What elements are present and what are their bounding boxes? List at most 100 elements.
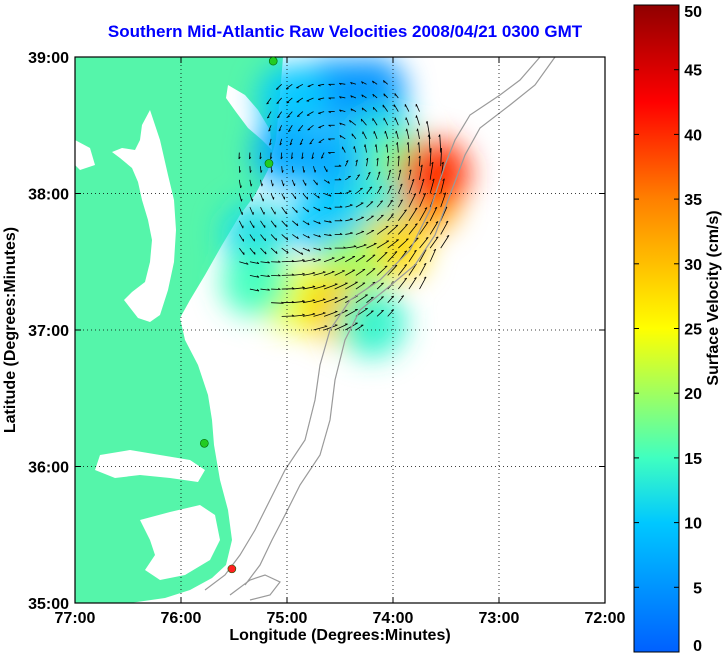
- vector-arrow: [339, 82, 346, 85]
- vector-arrow-head: [266, 102, 270, 105]
- vector-arrow: [299, 138, 304, 145]
- vector-arrow: [238, 234, 244, 242]
- vector-arrow-head: [394, 264, 398, 267]
- vector-arrow-head: [318, 248, 321, 251]
- vector-arrow: [355, 244, 367, 249]
- vector-arrow: [286, 97, 293, 104]
- vector-arrow-head: [320, 156, 324, 159]
- vector-arrow: [291, 206, 298, 214]
- vector-arrow: [429, 248, 437, 262]
- vector-arrow: [376, 200, 384, 208]
- vector-arrow: [416, 115, 420, 126]
- vector-arrow-head: [434, 206, 438, 209]
- vector-arrow-head: [302, 272, 305, 275]
- vector-arrow: [270, 220, 277, 228]
- vector-arrow-head: [277, 260, 281, 263]
- vector-arrow: [318, 97, 325, 100]
- vector-arrow-head: [357, 174, 360, 177]
- vector-arrow: [366, 230, 375, 235]
- vector-arrow: [307, 83, 314, 87]
- vector-arrow-head: [445, 220, 449, 223]
- vector-arrow: [323, 297, 338, 304]
- vector-arrow: [355, 187, 363, 194]
- vector-arrow-head: [327, 181, 330, 184]
- vector-arrow: [292, 259, 305, 263]
- vector-arrow-head: [296, 223, 299, 226]
- y-axis-label: Latitude (Degrees:Minutes): [2, 227, 19, 433]
- vector-arrow: [397, 209, 407, 222]
- vector-arrow-head: [404, 209, 407, 212]
- vector-arrow-head: [441, 161, 444, 165]
- colorbar-tick-label: 35: [684, 192, 702, 209]
- vector-arrow-head: [276, 88, 279, 90]
- vector-arrow-head: [414, 223, 418, 225]
- vector-arrow: [397, 142, 399, 153]
- vector-arrow: [260, 261, 270, 264]
- vector-arrow: [313, 325, 328, 331]
- vector-arrow: [393, 104, 399, 112]
- vector-arrow: [318, 111, 325, 114]
- vector-arrow-head: [339, 205, 343, 208]
- vector-arrow: [266, 111, 272, 119]
- vector-arrow-head: [404, 277, 407, 280]
- vector-arrow-head: [349, 119, 351, 123]
- station-marker: [227, 564, 237, 574]
- vector-arrow: [249, 275, 260, 278]
- vector-arrow: [360, 118, 367, 126]
- vector-arrow-head: [296, 236, 299, 240]
- vector-arrow-head: [383, 80, 385, 83]
- vector-arrow: [323, 271, 335, 276]
- vector-arrow: [334, 296, 348, 304]
- vector-arrow-head: [374, 144, 377, 147]
- vector-arrow-head: [339, 232, 343, 235]
- vector-arrow: [323, 324, 338, 331]
- vector-arrow-head: [404, 264, 407, 266]
- vector-arrow: [249, 220, 255, 229]
- vector-arrow: [428, 134, 431, 153]
- vector-arrow: [238, 220, 244, 229]
- colorbar: [634, 5, 679, 652]
- albemarle-sound: [95, 450, 205, 482]
- vector-arrow: [334, 282, 348, 290]
- vector-arrow-head: [345, 160, 349, 163]
- vector-arrow: [296, 111, 304, 117]
- vector-arrow-head: [339, 109, 342, 112]
- vector-arrow: [345, 281, 358, 290]
- vector-arrow-head: [388, 169, 391, 173]
- velocity-patch: [221, 200, 290, 269]
- vector-arrow-head: [395, 224, 399, 227]
- vector-arrow-head: [328, 97, 331, 100]
- vector-arrow-head: [271, 170, 274, 173]
- vector-arrow-head: [265, 251, 267, 255]
- vector-arrow: [249, 206, 254, 215]
- vector-arrow: [281, 206, 287, 215]
- vector-arrow-head: [318, 234, 321, 238]
- vector-arrow-head: [317, 85, 321, 87]
- isobath-contour: [244, 57, 556, 586]
- vector-arrow-head: [339, 191, 343, 194]
- vector-arrow-head: [432, 178, 435, 181]
- vector-arrow: [291, 179, 295, 187]
- vector-arrow: [407, 142, 410, 153]
- vector-arrow: [397, 183, 403, 194]
- vector-arrow: [345, 175, 351, 181]
- stations: [200, 56, 278, 574]
- vector-arrow: [249, 261, 260, 265]
- vector-arrow-head: [372, 93, 375, 97]
- vector-arrow-head: [385, 144, 388, 147]
- vector-arrow: [376, 240, 390, 249]
- vector-arrow-head: [368, 171, 371, 174]
- vector-arrow: [281, 234, 289, 241]
- station-marker: [268, 56, 278, 66]
- vector-arrow: [260, 193, 264, 202]
- vector-arrow-head: [397, 155, 400, 159]
- vector-arrow: [404, 104, 410, 112]
- x-tick-label: 77:00: [55, 610, 96, 627]
- vector-arrow: [302, 286, 316, 290]
- vector-arrow: [249, 247, 256, 255]
- vector-arrow: [306, 97, 314, 102]
- vector-arrow: [301, 152, 304, 159]
- vector-arrow-head: [329, 194, 332, 197]
- vector-arrow-head: [329, 220, 332, 223]
- vector-arrow: [429, 207, 438, 221]
